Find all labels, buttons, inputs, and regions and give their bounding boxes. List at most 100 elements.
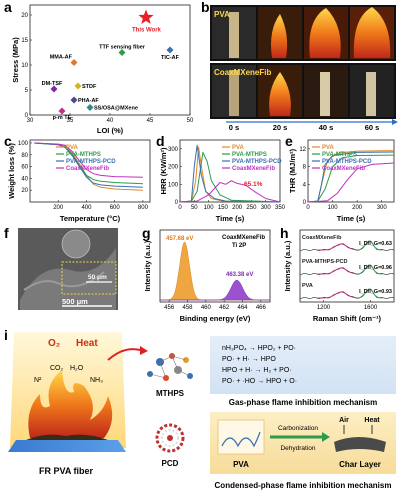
g-band-fit: [356, 288, 383, 299]
nh3-label: NH₃: [90, 377, 103, 384]
panel-h-xlabel: Raman Shift (cm⁻¹): [313, 314, 382, 323]
series-line: [179, 151, 281, 203]
condensed-phase-title: Condensed-phase flame inhibition mechani…: [215, 481, 392, 490]
y-tick-label: 8: [303, 165, 307, 171]
y-tick-label: 100: [18, 141, 29, 147]
panel-g-label: g: [142, 225, 151, 241]
x-tick-label: 250: [246, 205, 257, 211]
y-tick-label: 60: [21, 165, 28, 171]
coax-row-label: CoaxMXeneFib: [214, 68, 271, 77]
reaction-1: nH₃PO₄ → HPO₂ + PO·: [222, 345, 296, 352]
heat2-label: Heat: [364, 417, 380, 424]
panel-e-label: e: [285, 133, 293, 149]
gas-phase-title: Gas-phase flame inhibition mechanism: [229, 398, 377, 407]
g-band-fit: [356, 240, 383, 251]
x-tick-label: 466: [256, 305, 267, 311]
panel-e: e 0 100 200 300 0 4 8 12 PVAPVA-MTHPSPVA-MTHPS-…: [285, 133, 395, 223]
legend-entry: PVA-MTHPS-PCD: [232, 159, 282, 165]
this-work-label: This Work: [132, 28, 162, 34]
y-tick-label: 20: [21, 188, 28, 194]
panel-a-xlabel: LOI (%): [97, 126, 124, 135]
panel-g-frame: [159, 229, 271, 303]
x-tick-label: 300: [377, 205, 388, 211]
panel-a-xticks: 30 35 40 45 50: [27, 113, 194, 124]
x-tick-label: 100: [204, 205, 215, 211]
x-tick-label: 400: [81, 205, 92, 211]
ti2p-3-2-peak: [160, 241, 270, 301]
panel-c-frame: [29, 139, 151, 203]
legend-entry: CoaxMXeneFib: [232, 166, 275, 172]
reaction-4: PO· + ·HO → HPO + O·: [222, 378, 297, 385]
x-tick-label: 300: [261, 205, 272, 211]
x-tick-label: 50: [191, 205, 198, 211]
panel-a: a 0 5 10 15 20 30 35 40 45 50 Stress (MPa) LOI (…: [4, 0, 194, 135]
legend-entry: PVA: [66, 145, 79, 151]
x-tick-label: 200: [232, 205, 243, 211]
pva-flame-60s: [353, 7, 391, 58]
time-60s: 60 s: [365, 123, 380, 132]
fiber-sheet: [8, 440, 126, 452]
series-line: [34, 142, 143, 188]
scatter-point: [118, 49, 126, 56]
sem-scale-large: 500 μm: [62, 297, 88, 306]
pva-chain-label: PVA: [233, 460, 249, 469]
scatter-point: [58, 107, 66, 115]
x-tick-label: 464: [237, 305, 248, 311]
legend-entry: PVA: [232, 145, 245, 151]
panel-b: b PVA CoaxMXeneFib 0 s 20 s 40 s 60 s: [201, 0, 398, 132]
pva-row-label: PVA: [214, 10, 230, 19]
y-tick-label: 40: [21, 176, 28, 182]
y-tick-label: 10: [21, 63, 28, 69]
y-tick-label: 300: [168, 147, 179, 153]
hrr-reduction-annotation: 65.1%: [244, 181, 263, 188]
char-on-sheet: [26, 434, 108, 440]
y-tick-label: 100: [168, 182, 179, 188]
pva-flame-20s: [271, 14, 288, 58]
ti2p-1-2-peak: [160, 279, 270, 301]
time-20s: 20 s: [273, 123, 288, 132]
sem-inset-circle: [61, 229, 91, 259]
peak1-label: 457.68 eV: [166, 236, 193, 242]
scatter-point-label: p-m TE: [53, 115, 72, 121]
scatter-point: [74, 82, 82, 90]
panel-i: i O₂ Heat N² CO₂ H₂O NH₃ FR PVA fiber: [4, 327, 396, 490]
x-tick-label: 150: [218, 205, 229, 211]
series-line: [179, 180, 281, 203]
sem-fiber-edge: [23, 271, 105, 291]
legend-entry: PVA-MTHPS: [322, 152, 357, 158]
panel-c-ticks: 200 400 600 800 20 40 60 80 100: [18, 141, 149, 211]
x-tick-label: 350: [275, 205, 286, 211]
legend-entry: CoaxMXeneFib: [66, 166, 109, 172]
x-tick-label: 50: [187, 118, 194, 124]
pcd-label: PCD: [162, 459, 179, 468]
y-tick-label: 0: [175, 200, 179, 206]
char-layer: [334, 437, 386, 452]
sem-zoom-box: [61, 261, 117, 295]
panel-a-ylabel: Stress (MPa): [11, 37, 20, 83]
panel-e-ticks: 0 100 200 300 0 4 8 12: [299, 147, 387, 211]
x-tick-label: 100: [328, 205, 339, 211]
panel-f: f 50 μm 500 μm: [4, 225, 118, 310]
mthps-label: MTHPS: [156, 389, 185, 398]
series-line: [34, 142, 143, 178]
char-layer-label: Char Layer: [339, 460, 381, 469]
time-0s: 0 s: [229, 123, 239, 132]
mechanism-arrow: [107, 348, 141, 361]
x-tick-label: 30: [27, 118, 34, 124]
y-tick-label: 20: [21, 13, 28, 19]
panel-c-ylabel: Weight loss (%): [7, 143, 16, 199]
dehydration-label: Dehydration: [280, 445, 315, 452]
d-band-fit: [317, 267, 359, 275]
y-tick-label: 200: [168, 165, 179, 171]
x-tick-label: 1600: [364, 305, 378, 311]
x-tick-label: 0: [178, 205, 182, 211]
panel-c-xlabel: Temperature (°C): [60, 214, 121, 223]
air-label: Air: [339, 417, 349, 424]
panel-c: c 200 400 600 800 20 40 60 80 100 PVAPVA-MTHPSPV…: [4, 133, 151, 223]
id-ig-ratio: I_D/I_G=0.63: [359, 241, 392, 247]
panel-a-yticks: 0 5 10 15 20: [21, 13, 32, 119]
x-tick-label: 458: [182, 305, 193, 311]
